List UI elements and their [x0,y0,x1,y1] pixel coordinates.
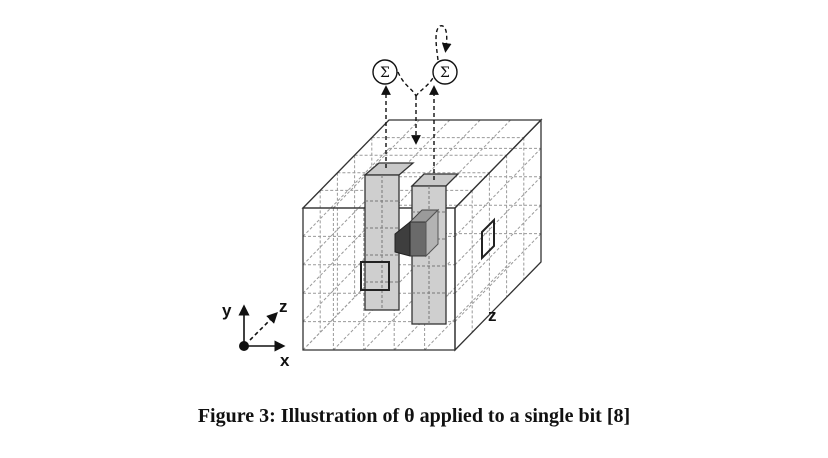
figure-caption: Figure 3: Illustration of θ applied to a… [0,405,828,428]
input-loop-arrow [435,25,452,61]
left-highlight-square [360,261,390,291]
right-face-highlight [481,217,495,261]
depth-axis-label-z: z [488,306,497,325]
sum-to-merge-left [397,71,417,97]
cube-outline [301,118,543,352]
sum-arrows [381,25,452,180]
target-bit-cube [394,208,440,258]
axis-indicator: y z x [222,297,290,370]
axis-label-y: y [222,301,232,320]
axis-label-z: z [279,297,288,316]
sum-circle-left: Σ [372,59,398,85]
z-axis-arrow [249,312,278,341]
right-column-top [410,173,460,187]
axis-label-x: x [280,351,290,370]
theta-step-cube-diagram: Σ Σ z y z x [222,25,543,370]
sum-symbol-right: Σ [440,65,450,81]
sum-symbol-left: Σ [380,65,390,81]
caption-text: Illustration of θ applied to a single bi… [280,405,631,427]
caption-prefix: Figure 3: [197,405,276,427]
left-column [360,162,415,311]
sum-circle-right: Σ [432,59,458,85]
